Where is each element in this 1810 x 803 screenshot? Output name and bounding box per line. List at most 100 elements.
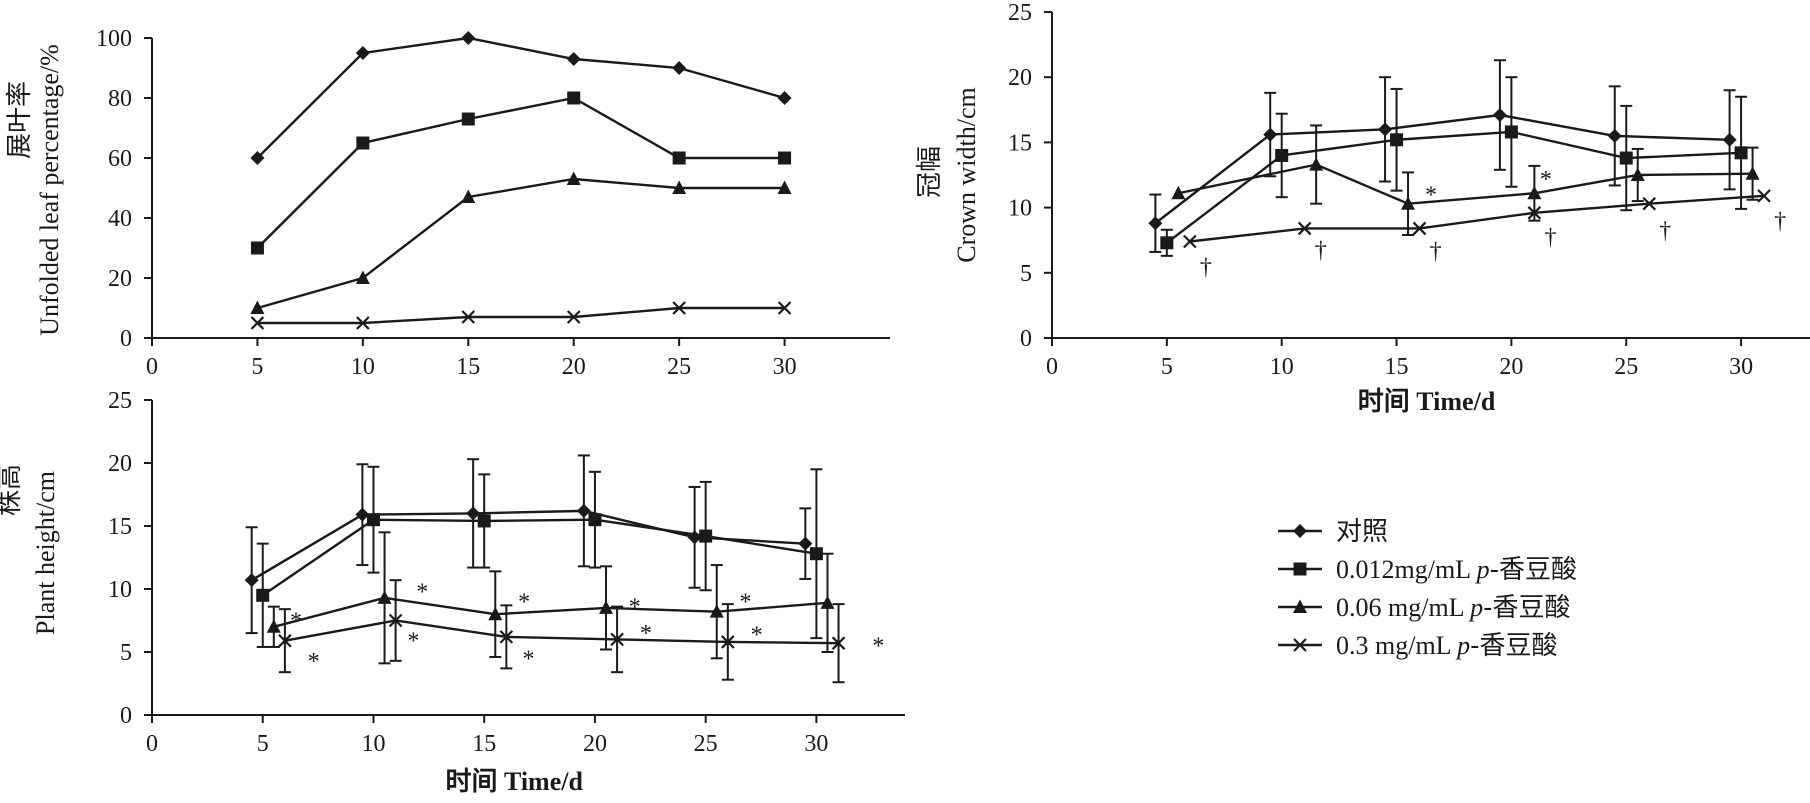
significance-mark: † bbox=[1774, 209, 1786, 235]
data-point-triangle bbox=[250, 300, 265, 314]
data-point-x bbox=[356, 316, 370, 330]
data-point-square bbox=[1619, 151, 1633, 165]
data-point-diamond bbox=[1148, 216, 1163, 231]
x-tick-label: 0 bbox=[1046, 354, 1058, 380]
significance-mark: † bbox=[1544, 224, 1556, 250]
significance-mark: * bbox=[1425, 183, 1437, 209]
legend-label-suffix: -香豆酸 bbox=[1483, 593, 1570, 623]
series-line-square bbox=[256, 96, 785, 249]
significance-mark: * bbox=[872, 634, 884, 660]
panel-unfolded-leaf: 0 20 40 60 80 100 0 5 10 15 20 25 30 展叶率 Unfolded leaf… bbox=[5, 26, 890, 380]
y-tick-label: 5 bbox=[1020, 261, 1032, 287]
data-point-square bbox=[1504, 125, 1518, 139]
significance-mark: † bbox=[1430, 239, 1442, 265]
series-diamond bbox=[1148, 59, 1737, 253]
y-tick-label: 15 bbox=[1008, 130, 1032, 156]
data-point-triangle bbox=[1630, 167, 1645, 181]
legend-label-prefix: 0.3 mg/mL bbox=[1336, 631, 1457, 660]
series-square bbox=[250, 91, 792, 255]
data-point-diamond bbox=[461, 31, 476, 45]
data-point-square bbox=[567, 91, 581, 105]
data-point-square bbox=[809, 547, 823, 561]
y-axis-title-cn: 冠幅 bbox=[915, 146, 944, 198]
legend-label-prefix: 对照 bbox=[1336, 517, 1388, 546]
data-point-diamond bbox=[244, 573, 259, 588]
legend-label: 对照 bbox=[1336, 517, 1388, 546]
x-tick-label: 20 bbox=[562, 354, 586, 380]
significance-mark: † bbox=[1315, 237, 1327, 263]
series-line-x bbox=[257, 306, 785, 325]
legend-label-italic: p bbox=[1475, 555, 1490, 584]
legend-label-italic: p bbox=[1468, 593, 1483, 622]
legend-label: 0.06 mg/mL p-香豆酸 bbox=[1336, 593, 1570, 623]
data-point-triangle bbox=[599, 600, 614, 614]
legend-label-prefix: 0.06 mg/mL bbox=[1336, 593, 1470, 622]
data-point-x bbox=[499, 630, 514, 644]
legend-item-x: 0.3 mg/mL p-香豆酸 bbox=[1278, 631, 1557, 661]
significance-mark: * bbox=[407, 629, 419, 655]
data-point-x bbox=[831, 636, 846, 650]
data-point-x bbox=[461, 310, 476, 324]
data-point-x bbox=[1297, 221, 1312, 236]
x-tick-label: 20 bbox=[583, 731, 607, 757]
data-point-x bbox=[672, 301, 686, 315]
data-point-diamond bbox=[1607, 128, 1622, 143]
data-point-triangle bbox=[488, 606, 503, 621]
data-point-diamond bbox=[355, 507, 370, 522]
data-point-square bbox=[1734, 146, 1748, 160]
data-point-x bbox=[278, 633, 292, 648]
data-point-diamond bbox=[1722, 132, 1737, 147]
y-tick-label: 0 bbox=[1020, 326, 1032, 352]
x-tick-label: 15 bbox=[456, 354, 480, 380]
x-tick-label: 30 bbox=[1729, 354, 1753, 380]
data-point-diamond bbox=[798, 536, 813, 551]
series-x bbox=[1183, 189, 1771, 249]
data-point-triangle bbox=[377, 590, 392, 604]
y-tick-label: 15 bbox=[108, 514, 132, 540]
data-point-square bbox=[250, 241, 264, 255]
data-point-x bbox=[566, 310, 581, 324]
data-point-triangle bbox=[1171, 185, 1186, 200]
significance-mark: * bbox=[640, 621, 652, 647]
x-axis-title: 时间 Time/d bbox=[445, 767, 583, 796]
x-axis-title: 时间 Time/d bbox=[1358, 387, 1496, 416]
series-line-square bbox=[262, 518, 817, 597]
data-point-diamond bbox=[355, 46, 370, 60]
series-line-diamond bbox=[256, 36, 785, 159]
legend-label-prefix: 0.012mg/mL bbox=[1336, 555, 1477, 584]
data-point-x bbox=[1183, 234, 1197, 249]
series-triangle bbox=[266, 531, 835, 665]
data-point-x bbox=[1412, 221, 1427, 236]
data-point-diamond bbox=[466, 506, 481, 521]
y-tick-label: 25 bbox=[1008, 0, 1032, 26]
data-point-square bbox=[778, 151, 792, 165]
data-point-x bbox=[777, 301, 792, 315]
legend-label: 0.3 mg/mL p-香豆酸 bbox=[1336, 631, 1557, 661]
data-point-triangle bbox=[820, 595, 835, 609]
series-line-triangle bbox=[1178, 163, 1753, 205]
y-axis-title-en: Plant height/cm bbox=[31, 471, 60, 635]
significance-mark: * bbox=[308, 649, 320, 675]
significance-mark: * bbox=[416, 580, 428, 606]
significance-mark: † bbox=[1659, 218, 1671, 244]
data-point-square bbox=[1390, 133, 1404, 147]
data-point-triangle bbox=[1401, 196, 1416, 210]
data-point-diamond bbox=[777, 91, 792, 105]
significance-mark: * bbox=[751, 622, 763, 648]
series-square bbox=[1160, 76, 1748, 257]
y-tick-label: 0 bbox=[120, 703, 132, 729]
series-square bbox=[256, 465, 823, 648]
legend-marker-diamond bbox=[1293, 524, 1307, 538]
y-tick-label: 10 bbox=[1008, 196, 1032, 222]
y-tick-label: 100 bbox=[96, 26, 132, 52]
significance-mark: * bbox=[290, 609, 302, 635]
data-point-square bbox=[1275, 148, 1289, 162]
data-point-square bbox=[1160, 236, 1174, 250]
legend-marker-square bbox=[1293, 562, 1307, 576]
data-point-diamond bbox=[672, 61, 687, 75]
y-axis-title-en: Unfolded leaf percentage/% bbox=[35, 44, 64, 336]
data-point-triangle bbox=[355, 270, 370, 284]
x-tick-label: 5 bbox=[1161, 354, 1173, 380]
